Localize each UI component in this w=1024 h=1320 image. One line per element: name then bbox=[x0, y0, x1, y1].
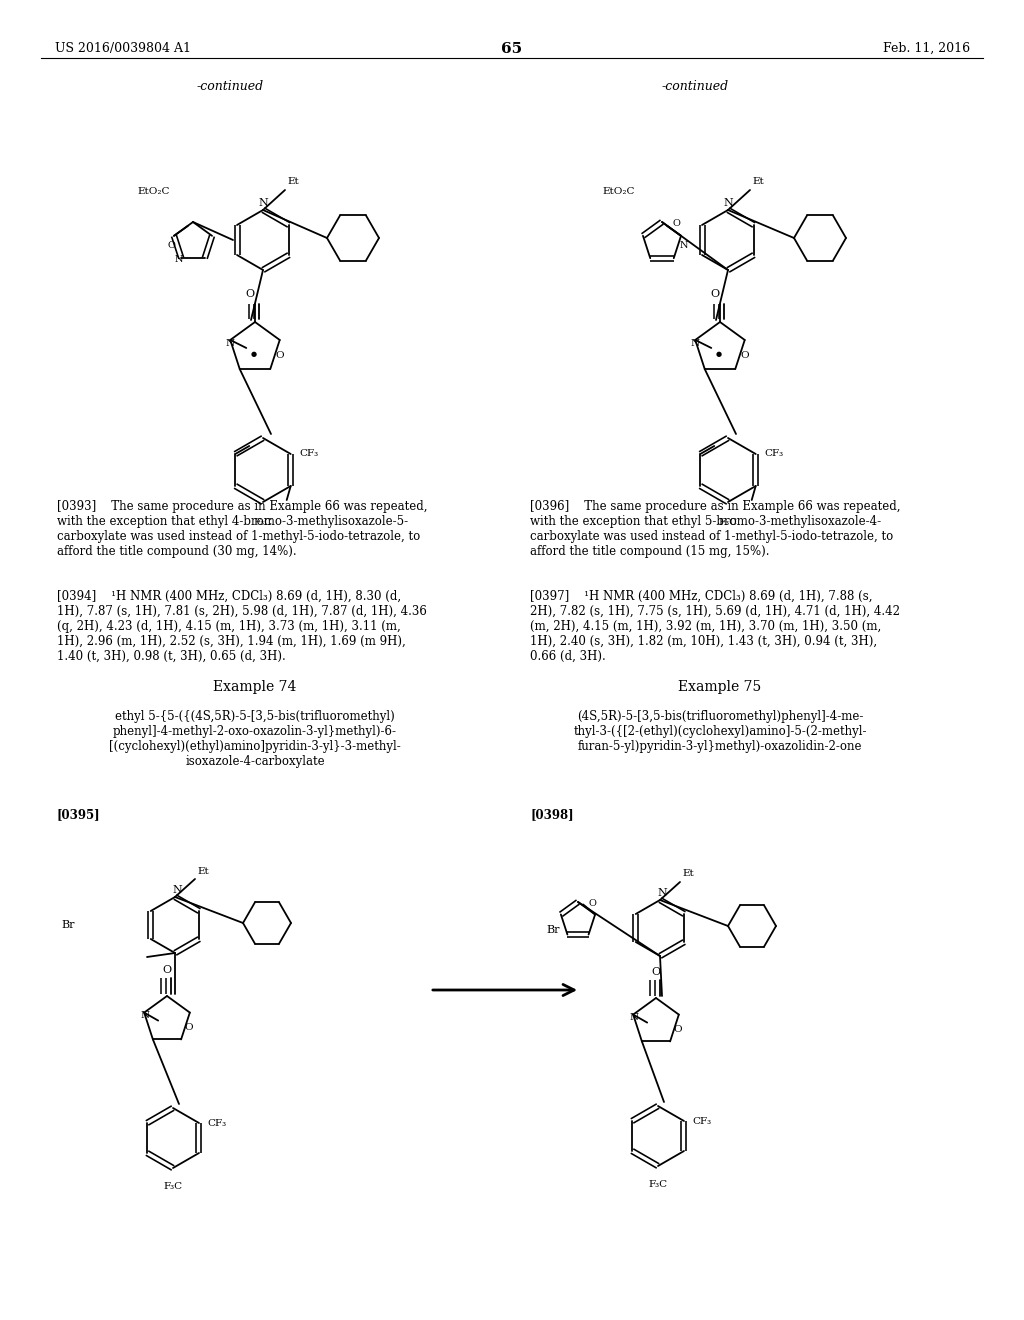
Text: F₃C: F₃C bbox=[164, 1181, 182, 1191]
Text: US 2016/0039804 A1: US 2016/0039804 A1 bbox=[55, 42, 191, 55]
Text: Et: Et bbox=[752, 177, 764, 186]
Text: [0393]    The same procedure as in Example 66 was repeated,
with the exception t: [0393] The same procedure as in Example … bbox=[57, 500, 427, 558]
Text: N: N bbox=[140, 1011, 150, 1020]
Text: [0395]: [0395] bbox=[57, 808, 100, 821]
Text: N: N bbox=[657, 888, 667, 898]
Text: Et: Et bbox=[287, 177, 299, 186]
Text: CF₃: CF₃ bbox=[764, 450, 783, 458]
Text: Et: Et bbox=[682, 870, 693, 879]
Text: O: O bbox=[184, 1023, 194, 1032]
Text: -continued: -continued bbox=[662, 81, 728, 92]
Text: O: O bbox=[167, 242, 175, 251]
Text: 65: 65 bbox=[502, 42, 522, 55]
Text: N: N bbox=[680, 242, 688, 251]
Text: N: N bbox=[690, 338, 699, 347]
Text: O: O bbox=[651, 968, 660, 977]
Text: EtO₂C: EtO₂C bbox=[602, 187, 635, 197]
Text: CF₃: CF₃ bbox=[299, 450, 318, 458]
Text: N: N bbox=[723, 198, 733, 209]
Text: [0397]    ¹H NMR (400 MHz, CDCl₃) 8.69 (d, 1H), 7.88 (s,
2H), 7.82 (s, 1H), 7.75: [0397] ¹H NMR (400 MHz, CDCl₃) 8.69 (d, … bbox=[530, 590, 900, 663]
Text: N: N bbox=[258, 198, 268, 209]
Text: O: O bbox=[711, 289, 720, 300]
Text: EtO₂C: EtO₂C bbox=[137, 187, 170, 197]
Text: Et: Et bbox=[197, 866, 209, 875]
Text: ●: ● bbox=[716, 350, 721, 358]
Text: -continued: -continued bbox=[197, 81, 263, 92]
Text: N: N bbox=[175, 256, 183, 264]
Text: O: O bbox=[672, 219, 680, 228]
Text: [0396]    The same procedure as in Example 66 was repeated,
with the exception t: [0396] The same procedure as in Example … bbox=[530, 500, 900, 558]
Text: CF₃: CF₃ bbox=[692, 1117, 711, 1126]
Text: ●: ● bbox=[250, 350, 256, 358]
Text: CF₃: CF₃ bbox=[207, 1118, 226, 1127]
Text: O: O bbox=[674, 1026, 682, 1035]
Text: F₃C: F₃C bbox=[253, 517, 272, 527]
Text: [0398]: [0398] bbox=[530, 808, 573, 821]
Text: ethyl 5-{5-({(4S,5R)-5-[3,5-bis(trifluoromethyl)
phenyl]-4-methyl-2-oxo-oxazolin: ethyl 5-{5-({(4S,5R)-5-[3,5-bis(trifluor… bbox=[110, 710, 400, 768]
Text: O: O bbox=[275, 351, 285, 360]
Text: N: N bbox=[630, 1014, 639, 1023]
Text: O: O bbox=[740, 351, 750, 360]
Text: [0394]    ¹H NMR (400 MHz, CDCl₃) 8.69 (d, 1H), 8.30 (d,
1H), 7.87 (s, 1H), 7.81: [0394] ¹H NMR (400 MHz, CDCl₃) 8.69 (d, … bbox=[57, 590, 427, 663]
Text: Feb. 11, 2016: Feb. 11, 2016 bbox=[883, 42, 970, 55]
Text: N: N bbox=[225, 338, 234, 347]
Text: Example 74: Example 74 bbox=[213, 680, 297, 694]
Text: O: O bbox=[246, 289, 255, 300]
Text: O: O bbox=[588, 899, 596, 908]
Text: Br: Br bbox=[61, 920, 75, 931]
Text: F₃C: F₃C bbox=[719, 517, 737, 527]
Text: Example 75: Example 75 bbox=[678, 680, 762, 694]
Text: F₃C: F₃C bbox=[648, 1180, 668, 1189]
Text: (4S,5R)-5-[3,5-bis(trifluoromethyl)phenyl]-4-me-
thyl-3-({[2-(ethyl)(cyclohexyl): (4S,5R)-5-[3,5-bis(trifluoromethyl)pheny… bbox=[573, 710, 866, 752]
Text: N: N bbox=[172, 884, 182, 895]
Text: O: O bbox=[163, 965, 172, 975]
Text: Br: Br bbox=[547, 925, 560, 935]
